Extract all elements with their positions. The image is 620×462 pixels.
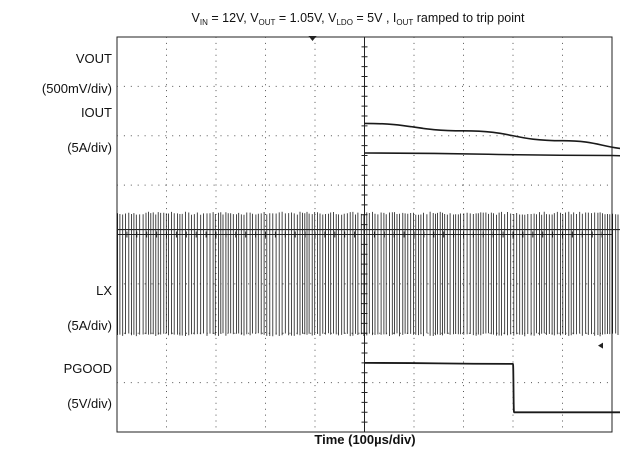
- scope-traces: [117, 122, 620, 414]
- scope-grid: [116, 36, 613, 433]
- vout-scale: (500mV/div): [42, 81, 112, 96]
- iout-trace: [364, 152, 620, 157]
- vldo-value: = 5V ,: [353, 11, 393, 25]
- vldo-subscript: LDO: [336, 18, 352, 27]
- trace-labels: VOUT (500mV/div) IOUT (5A/div) LX (5A/div) PGO…: [42, 51, 112, 411]
- vin-value: = 12V,: [208, 11, 250, 25]
- lx-switching-burst: [117, 211, 619, 337]
- vout-label: VOUT: [76, 51, 112, 66]
- vout-subscript: OUT: [259, 18, 276, 27]
- test-conditions: VIN = 12V, VOUT = 1.05V, VLDO = 5V , IOU…: [192, 11, 525, 27]
- iout-label: IOUT: [81, 105, 112, 120]
- pgood-scale: (5V/div): [67, 396, 112, 411]
- iout-subscript: OUT: [396, 18, 413, 27]
- lx-scale: (5A/div): [67, 318, 112, 333]
- pgood-trace: [364, 362, 620, 414]
- iout-scale: (5A/div): [67, 140, 112, 155]
- pgood-label: PGOOD: [64, 361, 112, 376]
- vout-symbol: V: [250, 11, 259, 25]
- lx-label: LX: [96, 283, 112, 298]
- x-axis-label: Time (100µs/div): [314, 432, 415, 447]
- vout-value: = 1.05V,: [275, 11, 328, 25]
- iout-symbol: I: [393, 11, 396, 25]
- ground-marker: [598, 342, 603, 349]
- iout-value: ramped to trip point: [413, 11, 525, 25]
- trigger-marker: [308, 36, 317, 41]
- vin-subscript: IN: [200, 18, 208, 27]
- vldo-symbol: V: [328, 11, 337, 25]
- vout-trace: [364, 122, 620, 150]
- vin-symbol: V: [192, 11, 201, 25]
